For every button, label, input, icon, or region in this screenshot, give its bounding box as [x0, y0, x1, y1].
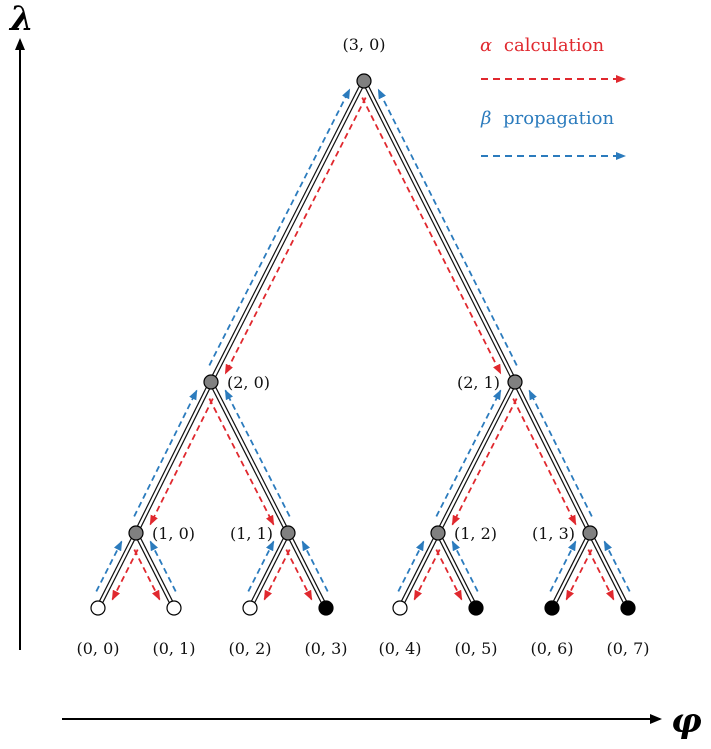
tree-edge-line: [436, 381, 513, 532]
internal-node: [431, 526, 445, 540]
beta-arrow: [550, 541, 575, 591]
node-label: (3, 0): [342, 35, 385, 54]
frozen-leaf-node: [621, 601, 635, 615]
node-label: (1, 3): [532, 524, 575, 543]
tree-edge-line: [440, 383, 517, 534]
legend: α calculation β propagation: [480, 35, 625, 156]
tree-edge-line: [138, 383, 213, 534]
y-axis-label: λ: [8, 0, 34, 39]
tree-edge-line: [592, 532, 630, 607]
tree-edge-line: [96, 532, 134, 607]
alpha-arrow: [225, 98, 365, 374]
node-label: (1, 0): [152, 524, 195, 543]
legend-beta-symbol: β: [480, 108, 491, 129]
tree-edge-line: [138, 532, 176, 607]
info-leaf-node: [91, 601, 105, 615]
beta-arrow: [225, 390, 289, 516]
node-label: (2, 0): [227, 373, 270, 392]
tree-edge-line: [402, 534, 440, 609]
tree-edge-line: [436, 534, 474, 609]
beta-arrow: [209, 89, 349, 365]
tree-edge-line: [100, 534, 138, 609]
alpha-arrow: [286, 550, 311, 600]
tree-edge-line: [209, 383, 286, 534]
beta-arrow: [378, 89, 516, 365]
alpha-arrow: [112, 550, 137, 600]
alpha-arrow: [452, 399, 516, 525]
beta-arrow: [302, 541, 327, 591]
alpha-arrow: [414, 550, 439, 600]
tree-edge-line: [209, 80, 362, 381]
beta-arrow: [96, 541, 121, 591]
alpha-arrow: [362, 98, 500, 374]
info-leaf-node: [393, 601, 407, 615]
tree-edge-line: [554, 534, 592, 609]
alpha-arrow: [264, 550, 289, 600]
tree-edge-line: [550, 532, 588, 607]
tree-edge-line: [248, 532, 286, 607]
frozen-leaf-node: [319, 601, 333, 615]
beta-arrow: [398, 541, 423, 591]
internal-node: [583, 526, 597, 540]
node-label: (0, 3): [304, 639, 347, 658]
node-label: (0, 0): [76, 639, 119, 658]
beta-arrow: [436, 390, 500, 516]
tree-edge-line: [588, 534, 626, 609]
tree-edge-line: [134, 381, 209, 532]
legend-alpha-label: α calculation: [480, 35, 604, 56]
tree-edge-line: [213, 381, 290, 532]
node-label: (0, 4): [378, 639, 421, 658]
node-label: (0, 6): [530, 639, 573, 658]
legend-alpha-text: calculation: [504, 35, 605, 56]
node-label: (0, 5): [454, 639, 497, 658]
internal-node: [204, 375, 218, 389]
internal-node: [357, 74, 371, 88]
tree-edge-line: [134, 534, 172, 609]
beta-arrow: [150, 541, 175, 591]
alpha-arrow: [588, 550, 613, 600]
beta-arrow: [529, 391, 592, 517]
internal-node: [281, 526, 295, 540]
alpha-arrow: [513, 399, 576, 525]
beta-arrow: [248, 541, 273, 591]
node-label: (0, 7): [606, 639, 649, 658]
beta-arrow: [452, 541, 477, 591]
frozen-leaf-node: [469, 601, 483, 615]
beta-arrow: [604, 541, 629, 591]
x-axis-label: φ: [671, 701, 702, 741]
info-leaf-node: [167, 601, 181, 615]
node-label: (2, 1): [457, 373, 500, 392]
legend-beta-text: propagation: [503, 108, 614, 129]
node-label: (1, 2): [454, 524, 497, 543]
alpha-arrow: [134, 550, 159, 600]
tree-edge-line: [213, 82, 366, 383]
tree-edge-line: [513, 383, 588, 534]
alpha-arrow: [209, 399, 273, 525]
info-leaf-node: [243, 601, 257, 615]
alpha-arrow: [566, 550, 591, 600]
tree-edge-line: [440, 532, 478, 607]
tree-edge-line: [286, 534, 324, 609]
internal-node: [508, 375, 522, 389]
node-label: (0, 1): [152, 639, 195, 658]
tree-edge-line: [290, 532, 328, 607]
alpha-arrow: [436, 550, 461, 600]
legend-beta-label: β propagation: [480, 108, 614, 129]
beta-arrow: [134, 391, 197, 517]
tree-edge-line: [252, 534, 290, 609]
alpha-arrow: [150, 399, 213, 525]
tree-edge-line: [517, 381, 592, 532]
node-label: (0, 2): [228, 639, 271, 658]
legend-alpha-symbol: α: [480, 35, 492, 56]
frozen-leaf-node: [545, 601, 559, 615]
node-label: (1, 1): [230, 524, 273, 543]
internal-node: [129, 526, 143, 540]
tree-edge-line: [398, 532, 436, 607]
